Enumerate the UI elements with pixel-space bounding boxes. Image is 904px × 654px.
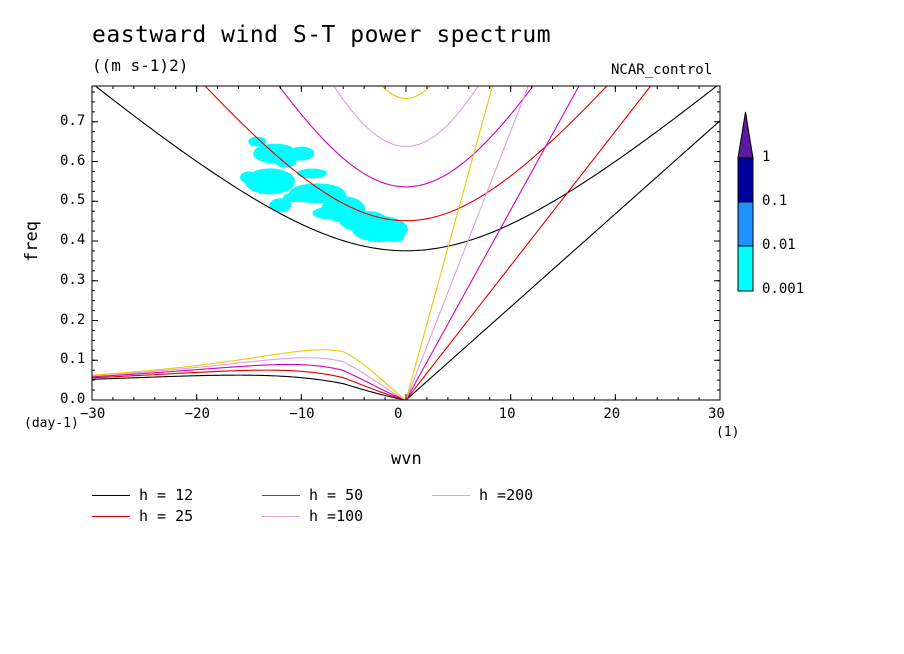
shaded-patch <box>296 168 327 179</box>
colorbar-label: 0.01 <box>762 237 796 253</box>
y-tick-label: 0.5 <box>60 192 86 209</box>
legend-swatch <box>92 515 130 517</box>
x-tick-label: −30 <box>80 406 106 422</box>
shaded-blob <box>244 168 295 195</box>
chart-units: ((m s-1)2) <box>92 56 189 75</box>
colorbar-label: 0.001 <box>762 281 805 297</box>
kelvin-curve-h25 <box>405 86 652 400</box>
shaded-patch <box>328 190 347 205</box>
colorbar-label: 0.1 <box>762 193 788 209</box>
x-tick-label: 30 <box>708 406 725 422</box>
shaded-patch <box>269 198 292 213</box>
legend-swatch <box>432 494 470 496</box>
colorbar-seg-0 <box>737 245 754 292</box>
y-tick-label: 0.3 <box>60 271 86 288</box>
legend-label: h =200 <box>479 486 534 504</box>
legend-swatch <box>262 515 300 517</box>
colorbar-seg-1 <box>737 201 754 247</box>
y-tick-label: 0.4 <box>60 232 86 248</box>
colorbar-seg-2 <box>737 157 754 203</box>
shaded-patch <box>283 192 310 203</box>
y-tick-label: 0.6 <box>60 152 86 169</box>
axis-ticks-layer <box>91 86 721 401</box>
gravity-curve-h50 <box>278 86 534 188</box>
rossby-curve-h200 <box>92 349 407 400</box>
y-tick-label: 0.1 <box>60 351 86 368</box>
legend-item-h50: h = 50 <box>262 486 363 504</box>
x-tick-label: 0 <box>394 406 403 422</box>
shaded-patch <box>248 136 267 147</box>
legend-item-h25: h = 25 <box>92 507 193 525</box>
shaded-patch <box>386 232 405 243</box>
shaded-patch <box>356 211 383 224</box>
kelvin-curve-h12 <box>405 120 720 400</box>
legend-item-h100: h =100 <box>262 507 363 525</box>
legend-label: h = 50 <box>309 486 364 504</box>
x-axis-unit: (1) <box>716 425 740 440</box>
rossby-curve-h12 <box>92 374 407 400</box>
dispersion-curves-layer <box>92 86 720 400</box>
legend-item-h12: h = 12 <box>92 486 193 504</box>
x-tick-label: 10 <box>498 406 516 422</box>
plot-frame <box>91 85 721 401</box>
colorbar <box>737 111 754 292</box>
y-tick-label: 0.2 <box>60 311 86 328</box>
legend-label: h = 25 <box>139 507 194 525</box>
legend-label: h =100 <box>309 507 364 525</box>
kelvin-curve-h200 <box>405 86 494 400</box>
shaded-patch <box>312 207 343 220</box>
kelvin-curve-h100 <box>405 86 529 400</box>
colorbar-label: 1 <box>762 149 771 165</box>
shaded-patch <box>288 146 315 161</box>
x-tick-label: 20 <box>603 406 621 422</box>
gravity-curve-h12 <box>94 86 718 252</box>
legend-swatch <box>92 494 130 496</box>
shaded-patch <box>240 171 258 184</box>
rossby-curve-h100 <box>92 357 407 400</box>
legend-swatch <box>262 494 300 496</box>
rossby-curve-h25 <box>92 369 407 400</box>
shaded-patch <box>342 220 365 231</box>
shaded-power-layer <box>240 136 408 243</box>
gravity-curve-h25 <box>204 86 608 222</box>
x-tick-label: −10 <box>289 406 315 422</box>
y-tick-label: 0.7 <box>60 112 86 129</box>
x-tick-label: −20 <box>184 406 210 422</box>
y-axis-unit: (day-1) <box>24 416 79 431</box>
colorbar-extend-arrow <box>737 111 754 159</box>
run-name: NCAR_control <box>611 62 713 78</box>
y-axis-label: freq <box>22 221 42 262</box>
gravity-curve-h100 <box>333 86 479 148</box>
kelvin-curve-h50 <box>405 86 580 400</box>
legend-label: h = 12 <box>139 486 194 504</box>
rossby-curve-h50 <box>92 363 407 400</box>
chart-title: eastward wind S-T power spectrum <box>92 22 552 48</box>
x-axis-label: wvn <box>391 449 422 469</box>
gravity-curve-h200 <box>381 86 431 100</box>
y-tick-label: 0.0 <box>60 391 86 407</box>
legend-item-h200: h =200 <box>432 486 533 504</box>
